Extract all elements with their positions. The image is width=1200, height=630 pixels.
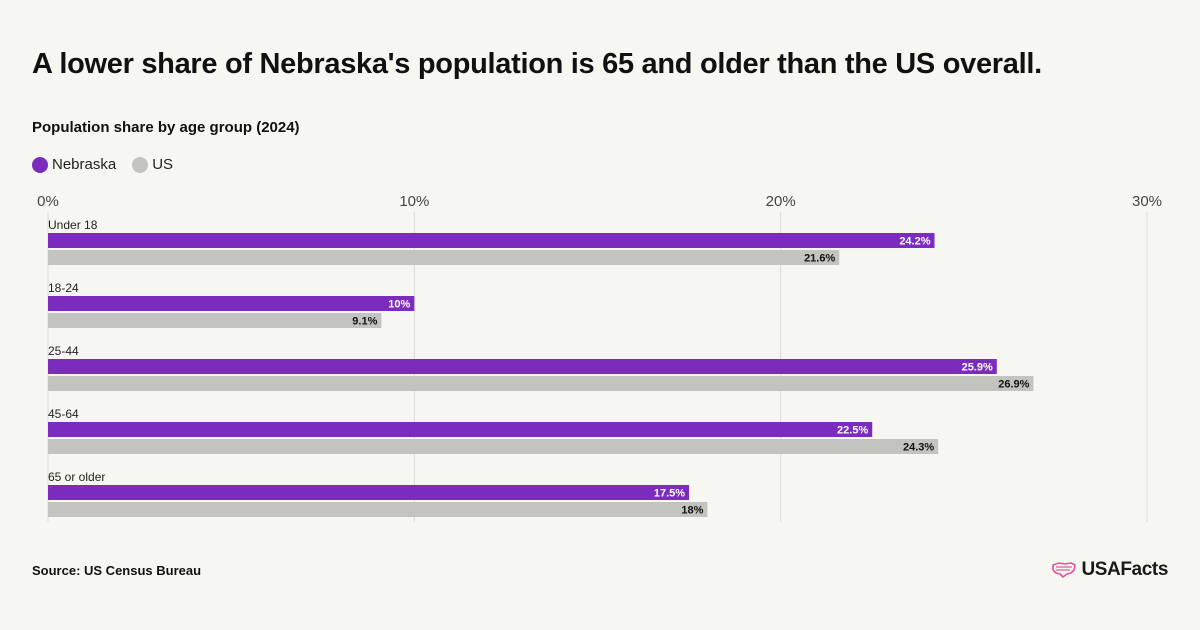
bar-nebraska: [48, 296, 415, 311]
x-tick-label: 10%: [399, 193, 429, 210]
category-label: 45-64: [48, 407, 79, 421]
bar-us: [48, 439, 939, 454]
legend-swatch-nebraska: [32, 156, 48, 173]
legend-label-nebraska: Nebraska: [52, 156, 117, 173]
data-label: 10%: [388, 299, 410, 311]
x-tick-label: 20%: [766, 193, 796, 210]
bar-us: [48, 376, 1034, 391]
source-note: Source: US Census Bureau: [32, 563, 202, 578]
bar-nebraska: [48, 233, 935, 248]
legend: Nebraska US: [32, 156, 189, 173]
legend-item-nebraska: Nebraska: [32, 156, 116, 173]
category-label: 65 or older: [48, 470, 105, 484]
legend-item-us: US: [132, 156, 173, 173]
logo-text: USAFacts: [1081, 559, 1168, 580]
bar-nebraska: [48, 422, 873, 437]
bar-us: [48, 313, 382, 328]
bar-us: [48, 502, 708, 517]
us-flag-map-icon: [1052, 562, 1077, 578]
data-label: 21.6%: [804, 253, 835, 265]
data-label: 26.9%: [998, 379, 1029, 391]
data-label: 18%: [681, 505, 703, 517]
data-label: 9.1%: [352, 316, 377, 328]
bar-nebraska: [48, 485, 690, 500]
x-tick-label: 30%: [1132, 193, 1162, 210]
data-label: 25.9%: [962, 362, 993, 374]
chart-subtitle: Population share by age group (2024): [32, 119, 300, 136]
data-label: 24.3%: [903, 442, 934, 454]
data-label: 24.2%: [899, 236, 930, 248]
x-tick-label: 0%: [37, 193, 59, 210]
bar-us: [48, 250, 840, 265]
category-label: 18-24: [48, 281, 79, 295]
data-label: 22.5%: [837, 425, 868, 437]
bar-nebraska: [48, 359, 997, 374]
chart-title: A lower share of Nebraska's population i…: [32, 48, 1042, 80]
legend-label-us: US: [152, 156, 174, 173]
category-label: 25-44: [48, 344, 79, 358]
usafacts-logo[interactable]: USAFacts: [1051, 559, 1168, 581]
legend-swatch-us: [132, 156, 149, 173]
data-label: 17.5%: [654, 488, 685, 500]
category-label: Under 18: [48, 218, 98, 232]
